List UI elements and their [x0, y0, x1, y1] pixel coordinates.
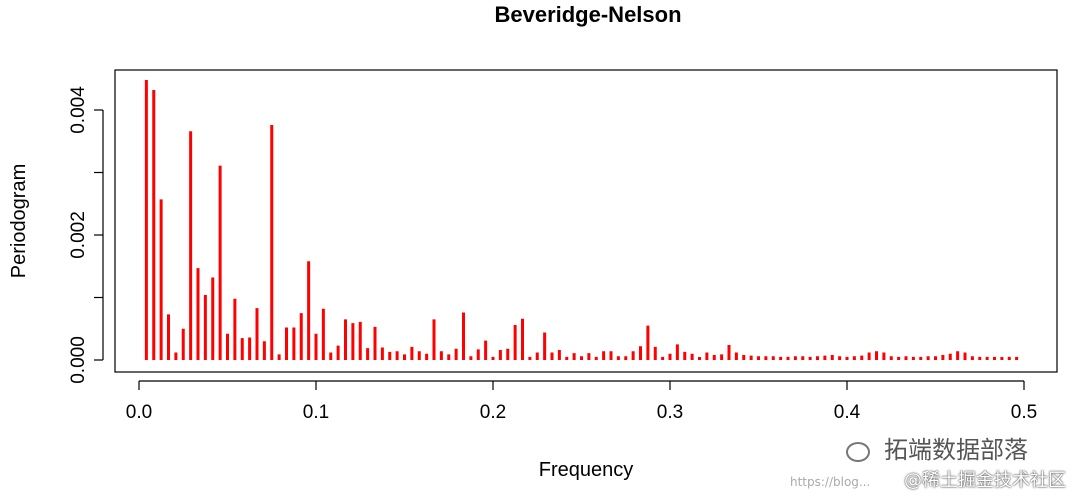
watermark-brand: 拓端数据部落 — [884, 436, 1028, 464]
wechat-icon — [846, 442, 870, 462]
y-tick-label: 0.004 — [68, 86, 89, 134]
x-tick-label: 0.4 — [834, 402, 861, 423]
x-tick-label: 0.2 — [480, 402, 506, 423]
y-axis: 0.000 0.002 0.004 — [68, 86, 104, 384]
y-axis-label: Periodogram — [8, 164, 30, 279]
x-tick-label: 0.1 — [303, 402, 329, 423]
watermark-url: https://blog... — [790, 475, 871, 489]
x-axis: 0.0 0.1 0.2 0.3 0.4 0.5 — [126, 380, 1037, 423]
plot-frame — [114, 69, 1058, 373]
x-tick-label: 0.5 — [1011, 402, 1037, 423]
y-tick-label: 0.000 — [68, 336, 89, 384]
y-tick-label: 0.002 — [68, 211, 89, 259]
chart-title: Beveridge-Nelson — [494, 2, 681, 27]
x-tick-label: 0.3 — [657, 402, 683, 423]
x-tick-label: 0.0 — [126, 402, 152, 423]
x-axis-label: Frequency — [539, 459, 634, 481]
watermark-community: @稀土掘金技术社区 — [904, 470, 1066, 491]
bars — [144, 80, 1019, 360]
